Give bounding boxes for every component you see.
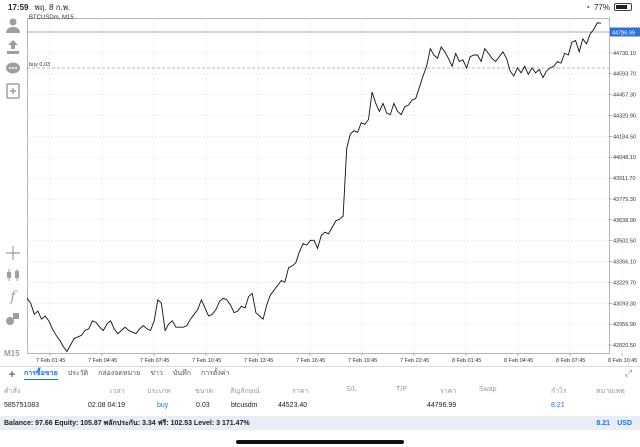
col-swap: Swap bbox=[479, 386, 497, 393]
balance-text: Balance: 97.66 Equity: 105.87 พลักประกัน… bbox=[4, 419, 250, 427]
price-tick-label: 43093.30 bbox=[613, 301, 636, 307]
current-price-label: 44796.99 bbox=[612, 31, 635, 37]
price-tick-label: 43775.30 bbox=[613, 197, 636, 203]
time-tick-label: 8 Feb 04:45 bbox=[504, 358, 533, 364]
price-tick-label: 44048.10 bbox=[613, 155, 636, 161]
chart-toolbar: f bbox=[0, 14, 26, 366]
trade-icon[interactable] bbox=[2, 36, 24, 58]
price-tick-label: 43638.90 bbox=[613, 218, 636, 224]
account-icon[interactable] bbox=[2, 14, 24, 36]
row-time: 02.08 04:19 bbox=[88, 402, 125, 409]
battery-percent: 77% bbox=[593, 2, 610, 12]
col-tp: T/P bbox=[396, 386, 407, 393]
col-comment: หมายเหตุ bbox=[596, 388, 625, 395]
add-icon[interactable]: + bbox=[8, 366, 16, 381]
col-price: ราคา bbox=[292, 388, 309, 395]
time-tick-label: 8 Feb 01:45 bbox=[452, 358, 481, 364]
status-bar: 17:59 พฤ. 8 ก.พ. ◔ 77% bbox=[0, 0, 640, 14]
time-tick-label: 7 Feb 07:45 bbox=[140, 358, 169, 364]
price-tick-label: 44184.50 bbox=[613, 134, 636, 140]
tab-history[interactable]: ประวัติ bbox=[67, 370, 89, 377]
time-tick-label: 7 Feb 01:45 bbox=[36, 358, 65, 364]
time-tick-label: 7 Feb 04:45 bbox=[88, 358, 117, 364]
col-type: ประเภท bbox=[147, 388, 171, 395]
price-tick-label: 44593.70 bbox=[613, 72, 636, 78]
time-tick-label: 7 Feb 10:45 bbox=[192, 358, 221, 364]
wifi-icon: ◔ bbox=[585, 2, 590, 12]
table-header: คำสั่ง เวลา ประเภท ขนาด สัญลักษณ์ ราคา S… bbox=[0, 384, 640, 398]
crosshair-icon[interactable] bbox=[2, 242, 24, 264]
row-current-price: 44796.99 bbox=[427, 402, 457, 409]
price-tick-label: 44320.90 bbox=[613, 113, 636, 119]
price-tick-label: 44457.30 bbox=[613, 93, 636, 99]
row-profit: 8.21 bbox=[551, 402, 565, 409]
col-size: ขนาด bbox=[195, 388, 214, 395]
col-current-price: ราคา bbox=[440, 388, 457, 395]
chart-svg[interactable]: 44796.99 44730.10 44593.70 44457.30 44320.90… bbox=[27, 14, 640, 366]
time-tick-label: 7 Feb 16:45 bbox=[296, 358, 325, 364]
balance-currency: USD bbox=[617, 419, 632, 427]
row-symbol: btcusdm bbox=[231, 402, 258, 409]
tab-trade[interactable]: การซื้อขาย bbox=[24, 368, 58, 380]
price-series-line bbox=[27, 22, 602, 353]
timeframe-button[interactable]: M15 bbox=[4, 349, 20, 358]
price-tick-label: 42820.50 bbox=[613, 343, 636, 349]
price-chart[interactable]: 44796.99 44730.10 44593.70 44457.30 44320.90… bbox=[27, 14, 640, 366]
plot-frame bbox=[27, 18, 610, 354]
time-tick-label: 7 Feb 19:45 bbox=[348, 358, 377, 364]
status-time: 17:59 bbox=[8, 2, 29, 12]
status-date: พฤ. 8 ก.พ. bbox=[34, 2, 71, 12]
candles-icon[interactable] bbox=[2, 264, 24, 286]
col-symbol: สัญลักษณ์ bbox=[230, 388, 260, 395]
price-tick-label: 43366.10 bbox=[613, 260, 636, 266]
row-order: 585751083 bbox=[4, 402, 40, 409]
price-tick-label: 43229.70 bbox=[613, 280, 636, 286]
tab-journal[interactable]: บันทึก bbox=[172, 370, 191, 377]
time-tick-label: 8 Feb 10:45 bbox=[608, 358, 637, 364]
col-order: คำสั่ง bbox=[4, 388, 21, 395]
time-tick-label: 7 Feb 13:45 bbox=[244, 358, 273, 364]
time-tick-label: 8 Feb 07:45 bbox=[556, 358, 585, 364]
tab-settings[interactable]: การตั้งค่า bbox=[200, 370, 230, 377]
row-type: buy bbox=[157, 402, 169, 409]
status-right: ◔ 77% bbox=[585, 3, 632, 12]
col-sl: S/L bbox=[346, 386, 357, 393]
order-line-label: buy 0.03 bbox=[29, 62, 50, 68]
row-open-price: 44523.40 bbox=[278, 402, 308, 409]
balance-bar: Balance: 97.66 Equity: 105.87 พลักประกัน… bbox=[0, 416, 640, 430]
current-price-tag bbox=[610, 27, 640, 37]
indicators-icon[interactable]: f bbox=[10, 289, 16, 305]
balance-profit: 8.21 bbox=[596, 419, 610, 427]
price-tick-label: 43911.70 bbox=[613, 176, 636, 182]
tab-news[interactable]: ข่าว bbox=[150, 370, 163, 377]
symbol-label: BTCUSDm, M15 bbox=[29, 15, 74, 21]
home-indicator[interactable] bbox=[236, 440, 404, 444]
price-tick-label: 42956.90 bbox=[613, 322, 636, 328]
expand-icon[interactable]: ⤢ bbox=[624, 368, 632, 378]
chat-icon[interactable] bbox=[2, 58, 24, 80]
new-order-icon[interactable] bbox=[2, 80, 24, 102]
battery-icon bbox=[614, 3, 632, 11]
tab-mailbox[interactable]: กล่องจดหมาย bbox=[98, 370, 141, 377]
col-profit: กำไร bbox=[551, 388, 567, 395]
price-tick-label: 44730.10 bbox=[613, 51, 636, 57]
objects-icon[interactable] bbox=[2, 308, 24, 330]
row-size: 0.03 bbox=[196, 402, 210, 409]
table-row[interactable]: 585751083 02.08 04:19 buy 0.03 btcusdm 4… bbox=[0, 400, 640, 414]
col-time: เวลา bbox=[110, 388, 125, 395]
terminal-tabs: + การซื้อขาย ประวัติ กล่องจดหมาย ข่าว บั… bbox=[0, 366, 640, 381]
time-tick-label: 7 Feb 22:45 bbox=[400, 358, 429, 364]
price-tick-label: 43502.50 bbox=[613, 239, 636, 245]
